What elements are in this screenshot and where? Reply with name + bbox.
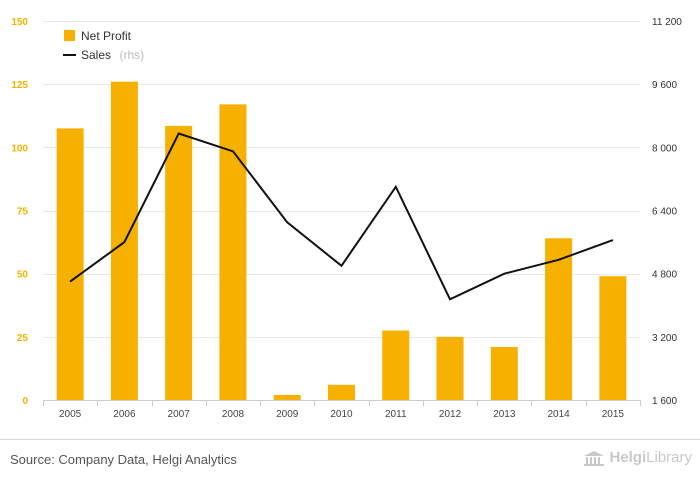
library-building-icon — [584, 450, 605, 466]
legend-net-profit-label: Net Profit — [81, 29, 132, 43]
legend: Net Profit Sales (rhs) — [63, 29, 144, 63]
right-tick-label: 6 400 — [652, 207, 677, 218]
legend-sales-text: Sales (rhs) — [81, 46, 144, 63]
bar-net-profit — [165, 125, 193, 401]
bar-net-profit — [56, 128, 84, 400]
x-tick-label: 2006 — [113, 409, 136, 420]
right-tick-label: 9 600 — [652, 80, 677, 91]
sales-line-layer — [69, 132, 614, 301]
bar-net-profit — [382, 330, 410, 400]
bar-net-profit — [219, 104, 247, 400]
left-tick-label: 0 — [22, 396, 28, 407]
left-tick-label: 50 — [17, 270, 29, 281]
x-tick-label: 2015 — [602, 409, 625, 420]
left-tick-label: 75 — [17, 207, 29, 218]
legend-net-profit-swatch — [64, 30, 75, 41]
bar-net-profit — [328, 384, 355, 400]
logo-text-helgi: Helgi — [609, 449, 647, 466]
helgi-library-logo[interactable]: Helgi Library — [583, 449, 692, 466]
left-tick-label: 125 — [11, 80, 28, 91]
gridlines — [43, 21, 640, 338]
x-tick-label: 2011 — [385, 409, 407, 420]
x-axis: 2005 2006 2007 2008 2009 2010 2011 2012 2013 2014… — [43, 400, 641, 420]
legend-sales-suffix: (rhs) — [119, 48, 144, 62]
left-tick-label: 25 — [17, 333, 29, 344]
x-tick-label: 2013 — [493, 409, 516, 420]
net-profit-bars — [56, 81, 627, 401]
footer-divider — [0, 439, 700, 440]
x-tick-label: 2010 — [330, 409, 353, 420]
bar-net-profit — [599, 276, 627, 400]
right-tick-label: 1 600 — [652, 396, 677, 407]
x-tick-label: 2007 — [168, 409, 191, 420]
x-tick-label: 2012 — [439, 409, 462, 420]
right-tick-label: 11 200 — [652, 17, 682, 28]
sales-line — [69, 132, 614, 301]
x-tick-label: 2014 — [547, 409, 570, 420]
x-tick-label: 2008 — [222, 409, 245, 420]
bar-net-profit — [436, 336, 464, 400]
bar-net-profit — [273, 394, 301, 400]
legend-sales-label: Sales — [81, 48, 111, 62]
right-tick-label: 4 800 — [652, 270, 677, 281]
right-tick-label: 8 000 — [652, 143, 677, 154]
left-tick-label: 100 — [11, 143, 28, 154]
left-axis-ticks: 0 25 50 75 100 125 150 — [11, 17, 28, 407]
bar-net-profit — [545, 238, 573, 400]
right-tick-label: 3 200 — [652, 333, 677, 344]
source-note: Source: Company Data, Helgi Analytics — [10, 452, 237, 467]
x-tick-label: 2009 — [276, 409, 299, 420]
right-axis-ticks: 1 600 3 200 4 800 6 400 8 000 9 600 11 200 — [652, 17, 682, 407]
x-tick-label: 2005 — [59, 409, 82, 420]
bar-net-profit — [490, 346, 518, 400]
logo-text-library: Library — [646, 449, 692, 466]
left-tick-label: 150 — [11, 17, 28, 28]
